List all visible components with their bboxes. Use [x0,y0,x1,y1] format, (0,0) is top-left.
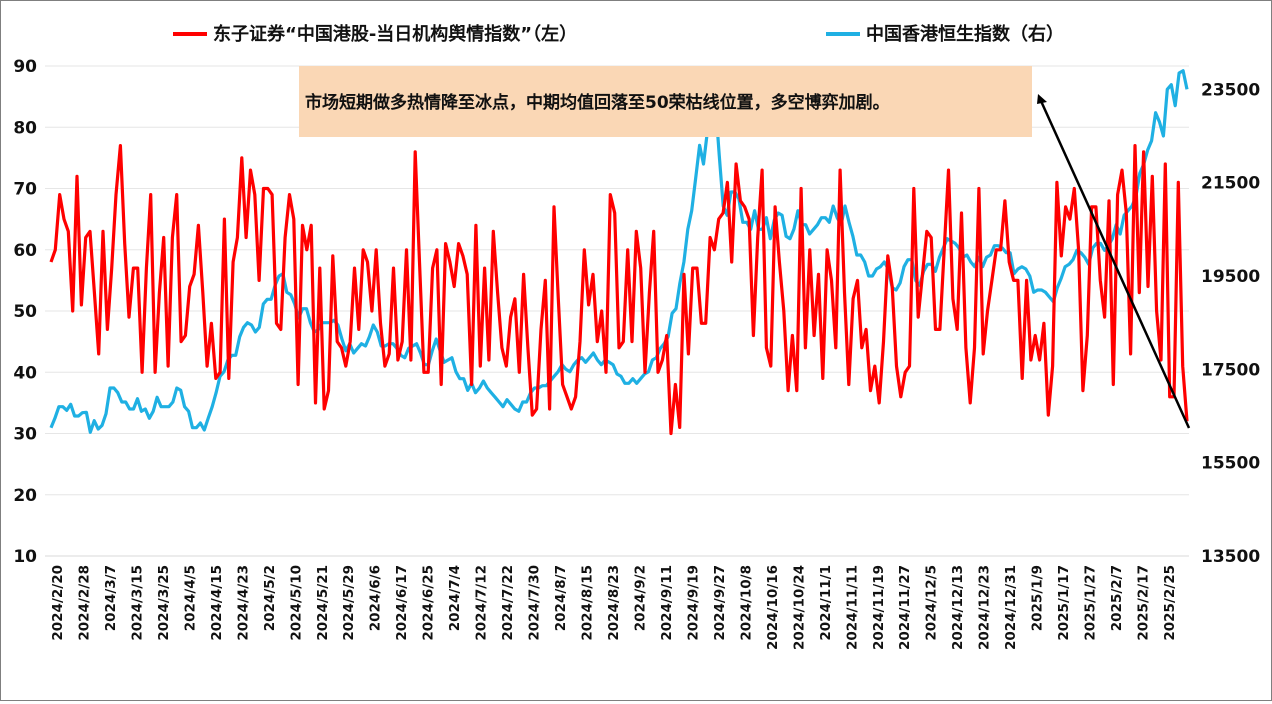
x-tick-label: 2024/9/11 [659,565,675,641]
x-tick-label: 2024/9/2 [632,565,648,631]
left-tick-label: 10 [13,547,37,567]
left-tick-label: 30 [13,425,37,445]
x-tick-label: 2024/10/8 [738,565,754,641]
x-tick-label: 2024/11/1 [818,565,834,641]
x-tick-label: 2024/8/23 [606,565,622,641]
right-tick-label: 15500 [1201,454,1260,474]
legend: 东子证券“中国港股-当日机构舆情指数”（左） 中国香港恒生指数（右） [173,23,1064,45]
x-tick-label: 2024/6/25 [421,565,437,641]
x-tick-label: 2024/12/23 [977,565,993,650]
x-tick-label: 2025/2/25 [1162,565,1178,641]
x-tick-label: 2024/12/31 [1003,565,1019,650]
right-tick-label: 19500 [1201,267,1260,287]
x-tick-label: 2024/4/23 [235,565,251,641]
left-tick-label: 20 [13,486,37,506]
x-tick-label: 2024/5/10 [288,565,304,641]
x-tick-label: 2024/11/27 [897,565,913,650]
annotation-box [299,66,1032,137]
x-tick-label: 2024/7/22 [500,565,516,641]
x-tick-label: 2024/10/16 [765,565,781,650]
x-tick-label: 2024/11/19 [871,565,887,650]
left-tick-label: 40 [13,363,37,383]
x-tick-label: 2025/1/9 [1030,565,1046,631]
x-tick-label: 2025/1/17 [1056,565,1072,641]
x-tick-label: 2025/1/27 [1083,565,1099,641]
legend-label-series-1: 东子证券“中国港股-当日机构舆情指数”（左） [213,23,577,45]
annotation-arrowhead [1037,94,1047,104]
x-tick-label: 2024/4/15 [209,565,225,641]
legend-label-series-2: 中国香港恒生指数（右） [866,23,1064,45]
x-tick-label: 2024/7/4 [447,565,463,631]
x-tick-label: 2024/10/24 [791,565,807,650]
annotation-text: 市场短期做多热情降至冰点，中期均值回落至50荣枯线位置，多空博弈加剧。 [305,92,890,113]
x-tick-label: 2024/6/6 [368,565,384,631]
x-tick-label: 2024/7/12 [474,565,490,641]
x-axis: 2024/2/20 2024/2/28 2024/3/7 2024/3/15 2024/… [50,565,1178,650]
x-tick-label: 2025/2/17 [1136,565,1152,641]
x-tick-label: 2024/3/7 [103,565,119,631]
x-tick-label: 2024/8/15 [580,565,596,641]
right-tick-label: 17500 [1201,360,1260,380]
left-tick-label: 70 [13,180,37,200]
x-tick-label: 2024/9/19 [685,565,701,641]
x-tick-label: 2024/3/15 [129,565,145,641]
x-tick-label: 2024/2/20 [50,565,66,641]
x-tick-label: 2024/8/7 [553,565,569,631]
left-axis: 10 20 30 40 50 60 70 80 90 [13,57,37,567]
x-tick-label: 2024/12/13 [950,565,966,650]
series-layer [49,69,1189,436]
right-tick-label: 13500 [1201,547,1260,567]
right-tick-label: 21500 [1201,174,1260,194]
series-line-2 [49,69,1189,434]
x-tick-label: 2024/2/28 [76,565,92,641]
x-tick-label: 2024/12/5 [924,565,940,641]
x-tick-label: 2024/6/17 [394,565,410,641]
x-tick-label: 2024/11/11 [844,565,860,650]
left-tick-label: 50 [13,302,37,322]
x-tick-label: 2024/5/29 [341,565,357,641]
series-line-1 [49,144,1189,436]
x-tick-label: 2024/5/21 [315,565,331,641]
right-axis: 13500 15500 17500 19500 21500 23500 [1201,80,1260,567]
x-tick-label: 2024/4/5 [182,565,198,631]
x-tick-label: 2024/3/25 [156,565,172,641]
left-tick-label: 90 [13,57,37,77]
x-tick-label: 2024/9/27 [712,565,728,641]
x-tick-label: 2024/7/30 [527,565,543,641]
right-tick-label: 23500 [1201,80,1260,100]
left-tick-label: 80 [13,118,37,138]
annotation-arrow [1039,100,1191,429]
x-tick-label: 2025/2/7 [1109,565,1125,631]
x-tick-label: 2024/5/2 [262,565,278,631]
left-tick-label: 60 [13,241,37,261]
